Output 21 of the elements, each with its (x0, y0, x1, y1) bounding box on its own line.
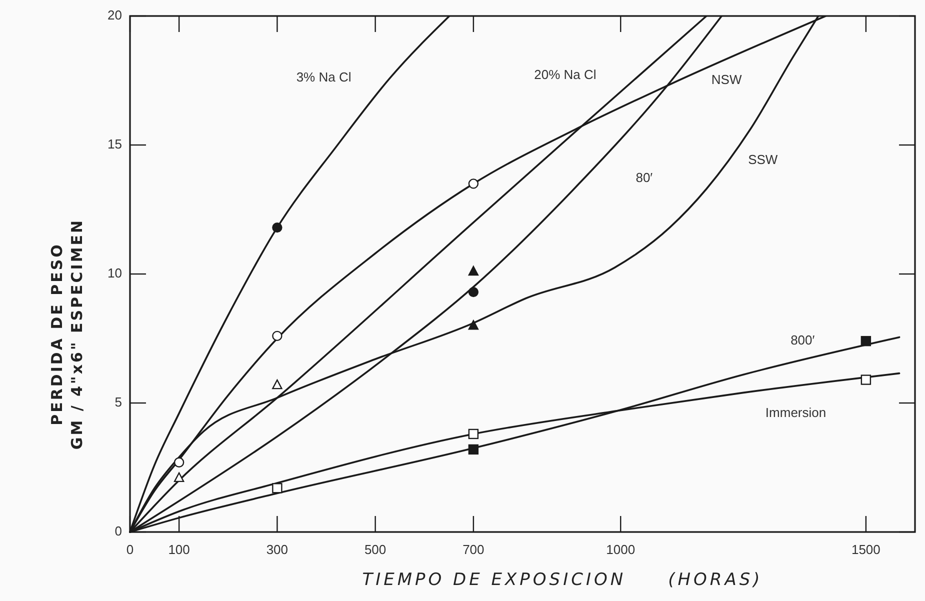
x-tick-label: 1500 (851, 542, 880, 557)
series-label: 800′ (790, 332, 816, 348)
series-label: 20% Na Cl (534, 66, 596, 82)
x-tick-label: 1000 (606, 542, 636, 557)
x-tick-label: 300 (266, 542, 288, 557)
y-tick-label: 10 (108, 265, 122, 280)
x-tick-label: 700 (462, 542, 484, 557)
series-label: Immersion (765, 404, 826, 420)
text: 80′ (636, 170, 654, 185)
series-label: NSW (711, 72, 742, 87)
x-tick-label: 500 (364, 542, 386, 557)
y-tick-label: 5 (114, 394, 122, 410)
y-axis-title: PERDIDA DE PESO GM / 4"x6" ESPECIMEN (48, 218, 86, 450)
series-label: SSW (748, 152, 778, 167)
x-tick-label: 100 (168, 542, 190, 557)
y-tick-label: 15 (108, 136, 122, 152)
y-tick-label: 0 (114, 523, 122, 538)
x-tick-label: 0 (126, 542, 134, 557)
y-tick-label: 20 (108, 7, 122, 22)
series-label: 3% Na Cl (296, 69, 352, 84)
x-axis-title: TIEMPO DE EXPOSICION (HORAS) (362, 570, 763, 590)
